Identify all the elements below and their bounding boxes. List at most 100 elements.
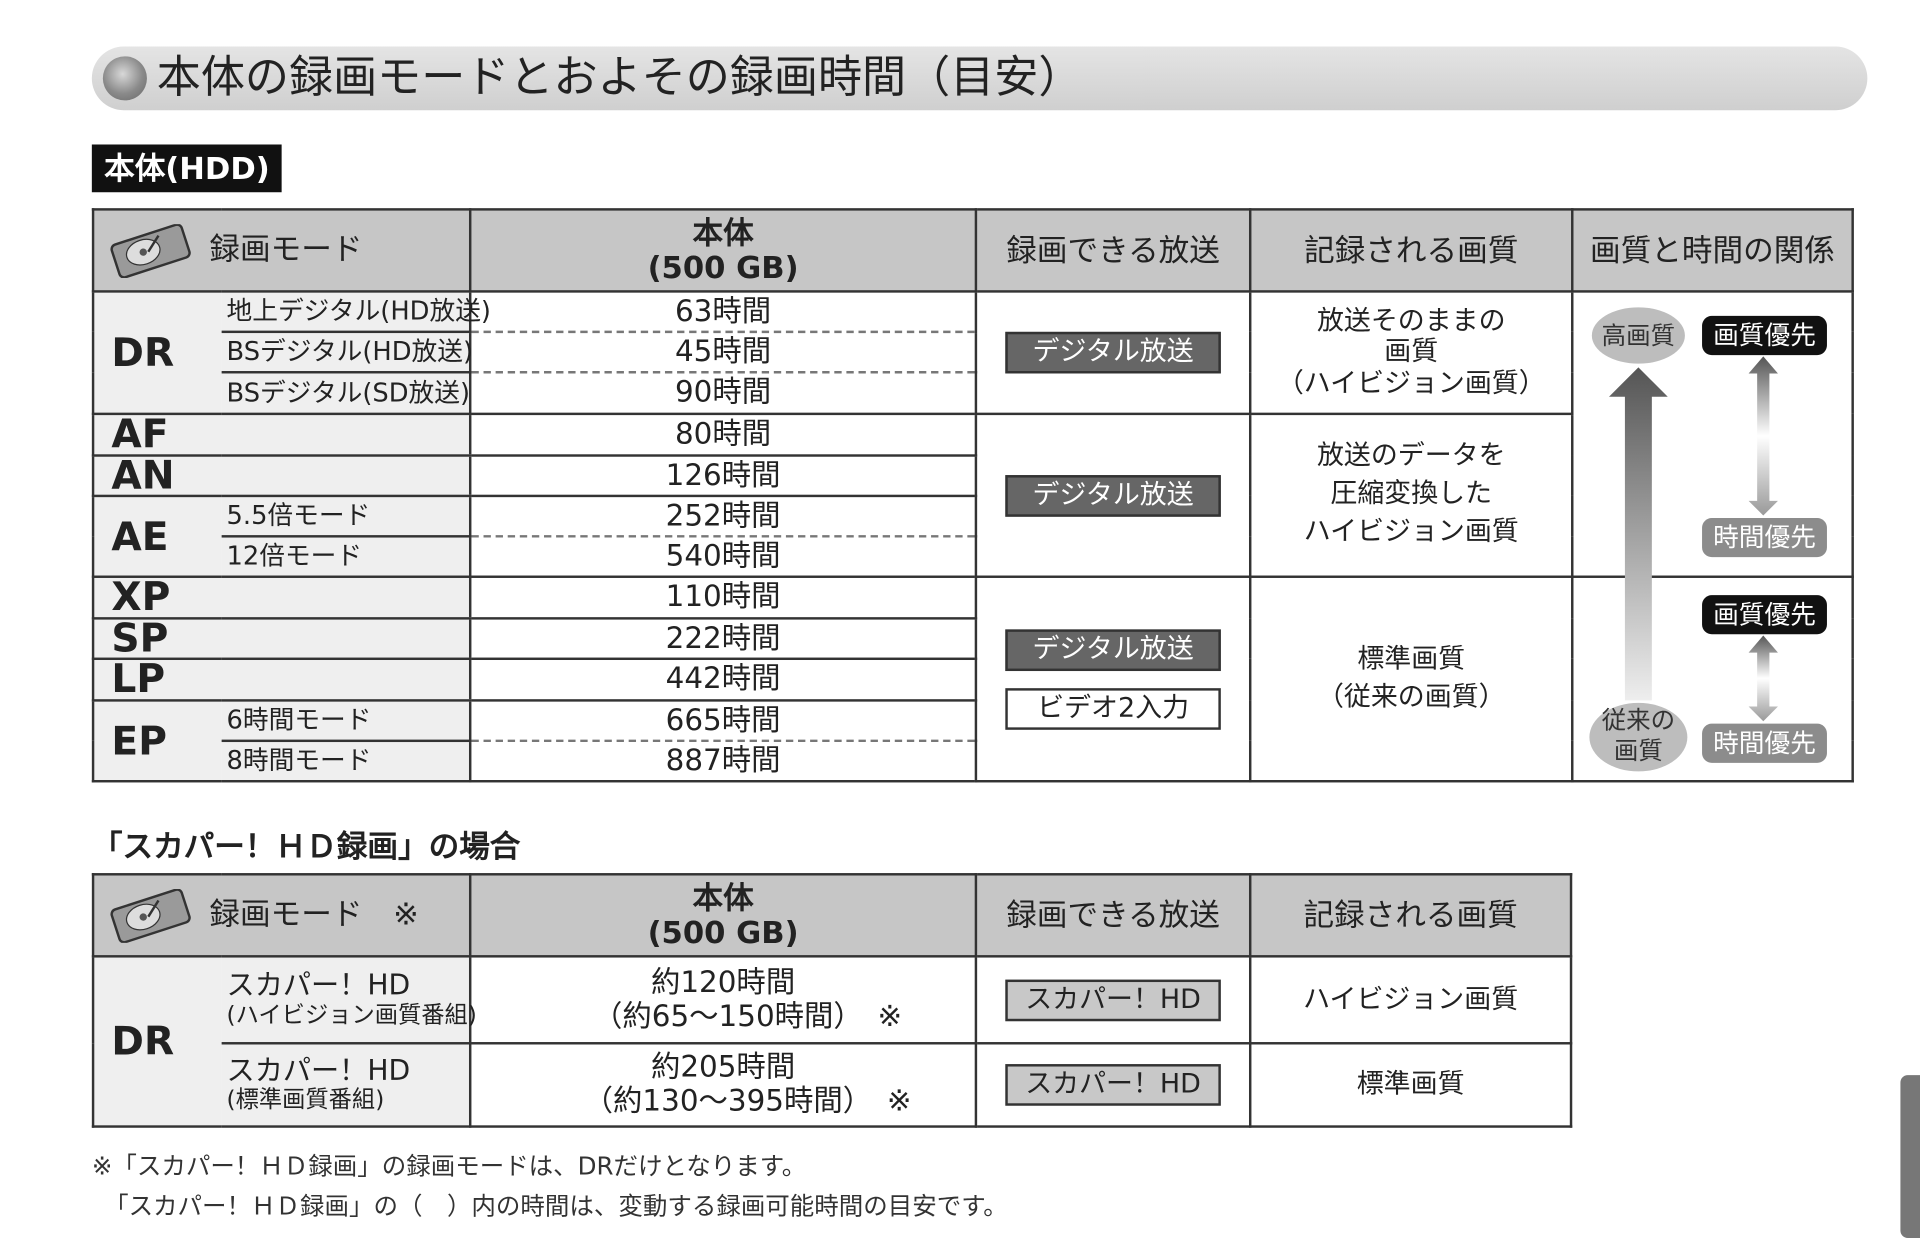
- double-arrow-icon: [1748, 356, 1778, 516]
- mode-an: AN: [91, 454, 471, 498]
- table-row: SP 222時間: [91, 617, 1853, 661]
- table-row: スカパー！HD (標準画質番組) 約205時間 （約130〜395時間） ※ スカパ…: [93, 1042, 1573, 1128]
- quality-priority-badge: 画質優先: [1702, 595, 1827, 635]
- page-title: 本体の録画モードとおよその録画時間（目安）: [156, 52, 1083, 103]
- footnote: ※「スカパー！ＨＤ録画」の録画モードは、DRだけとなります。: [91, 1151, 807, 1181]
- broadcast-cell: スカパー！HD: [974, 1042, 1252, 1128]
- broadcast-badge: スカパー！HD: [1005, 978, 1221, 1021]
- sub-mode-note: (標準画質番組): [226, 1086, 385, 1114]
- sub-mode-name: スカパー！HD: [226, 1055, 411, 1088]
- time-value: 887時間: [469, 739, 978, 783]
- sub-mode: 地上デジタル(HD放送): [221, 290, 491, 334]
- time-value: 442時間: [469, 657, 978, 702]
- broadcast-badge: スカパー！HD: [1005, 1064, 1221, 1106]
- time-value: 665時間: [469, 699, 978, 741]
- time-main: 約120時間: [650, 964, 796, 1000]
- header-capacity: 本体 (500 GB): [469, 208, 978, 293]
- quality-cell: ハイビジョン画質: [1249, 955, 1573, 1045]
- header-quality: 記録される画質: [1249, 873, 1573, 958]
- sub-mode: 12倍モード: [221, 535, 472, 578]
- conventional-quality-label: 従来の 画質: [1589, 702, 1688, 772]
- time-value: 約120時間 （約65〜150時間） ※: [469, 955, 978, 1045]
- quality-cell: 標準画質 （従来の画質）: [1249, 575, 1574, 783]
- sub-mode: 5.5倍モード: [221, 494, 472, 538]
- mode-lp: LP: [91, 657, 471, 702]
- skyperfect-table: 録画モード ※ 本体 (500 GB) 録画できる放送 記録される画質 DR ス…: [91, 873, 1573, 1128]
- sub-mode: スカパー！HD (標準画質番組): [221, 1042, 472, 1128]
- broadcast-cell: デジタル放送 ビデオ2入力: [974, 575, 1252, 783]
- time-value: 45時間: [469, 330, 978, 373]
- mode-ep: EP: [91, 699, 222, 783]
- broadcast-cell: スカパー！HD: [974, 955, 1252, 1045]
- header-broadcast: 録画できる放送: [974, 208, 1252, 293]
- quality-cell: 放送のデータを 圧縮変換した ハイビジョン画質: [1249, 412, 1574, 578]
- mode-sp: SP: [91, 617, 471, 661]
- header-mode: 録画モード: [91, 208, 472, 293]
- time-value: 90時間: [469, 371, 978, 416]
- header-broadcast: 録画できる放送: [974, 873, 1252, 958]
- time-value: 222時間: [469, 617, 978, 661]
- mode-ae: AE: [91, 494, 222, 578]
- broadcast-badge: デジタル放送: [1005, 474, 1221, 517]
- hdd-icon: [110, 887, 191, 943]
- sub-mode: BSデジタル(HD放送): [221, 330, 473, 374]
- table-row: 8時間モード 887時間: [93, 739, 1853, 783]
- double-arrow-icon: [1748, 635, 1778, 722]
- sub-mode-note: (ハイビジョン画質番組): [226, 1001, 477, 1029]
- broadcast-badge: ビデオ2入力: [1005, 687, 1221, 730]
- subheading: 「スカパー！ＨＤ録画」の場合: [91, 828, 521, 865]
- sub-mode-name: スカパー！HD: [226, 970, 411, 1003]
- table-row: BSデジタル(SD放送) 90時間: [93, 371, 1853, 416]
- table-header: 録画モード ※ 本体 (500 GB) 録画できる放送 記録される画質: [91, 873, 1573, 958]
- table-row: AN 126時間: [91, 454, 1853, 498]
- time-range: （約130〜395時間） ※: [583, 1083, 912, 1118]
- sub-mode: 6時間モード: [221, 699, 472, 743]
- time-value: 126時間: [469, 454, 978, 498]
- time-value: 110時間: [469, 575, 978, 620]
- table-row: EP 6時間モード 665時間: [91, 699, 1853, 783]
- table-row: DR スカパー！HD (ハイビジョン画質番組) 約120時間 （約65〜150時間）…: [91, 955, 1573, 1128]
- broadcast-cell: デジタル放送: [974, 290, 1252, 416]
- time-value: 約205時間 （約130〜395時間） ※: [469, 1042, 978, 1128]
- sub-mode: BSデジタル(SD放送): [221, 371, 472, 416]
- mode-dr: DR: [91, 290, 222, 416]
- high-quality-label: 高画質: [1591, 307, 1685, 364]
- header-mode-label: 録画モード: [209, 230, 363, 267]
- quality-cell: 放送そのままの 画質 （ハイビジョン画質）: [1249, 290, 1574, 416]
- sub-mode: スカパー！HD (ハイビジョン画質番組): [221, 955, 477, 1045]
- header-quality: 記録される画質: [1249, 208, 1574, 293]
- table-row: AE 5.5倍モード 252時間: [91, 494, 1853, 578]
- time-priority-badge: 時間優先: [1702, 723, 1827, 763]
- table-row: AF 80時間 デジタル放送 放送のデータを 圧縮変換した ハイビジョン画質: [91, 412, 1853, 578]
- time-main: 約205時間: [650, 1049, 796, 1085]
- mode-af: AF: [91, 412, 471, 457]
- footnote: 「スカパー！ＨＤ録画」の（ ）内の時間は、変動する録画可能時間の目安です。: [91, 1191, 1008, 1221]
- section-label: 本体(HDD): [91, 144, 282, 193]
- mode-xp: XP: [91, 575, 471, 620]
- quality-up-arrow-icon: [1608, 367, 1668, 701]
- header-mode: 録画モード ※: [91, 873, 472, 958]
- time-range: （約65〜150時間） ※: [593, 998, 903, 1033]
- time-value: 63時間: [469, 290, 978, 332]
- broadcast-badge: デジタル放送: [1005, 331, 1221, 374]
- time-value: 540時間: [469, 535, 978, 578]
- header-capacity: 本体 (500 GB): [469, 873, 978, 958]
- time-value: 252時間: [469, 494, 978, 537]
- broadcast-cell: デジタル放送: [974, 412, 1252, 578]
- table-row: LP 442時間: [91, 657, 1853, 702]
- table-row: BSデジタル(HD放送) 45時間: [93, 330, 1853, 374]
- mode-dr: DR: [91, 955, 222, 1128]
- table-row: 12倍モード 540時間: [93, 535, 1853, 578]
- hdd-icon: [110, 222, 191, 279]
- bullet-icon: [102, 56, 147, 101]
- title-bar: [91, 46, 1868, 111]
- time-priority-badge: 時間優先: [1702, 517, 1827, 558]
- table-header: 録画モード 本体 (500 GB) 録画できる放送 記録される画質 画質と時間の…: [91, 208, 1854, 293]
- header-mode-label: 録画モード ※: [209, 895, 419, 932]
- sub-mode: 8時間モード: [221, 739, 472, 783]
- scrollbar-thumb[interactable]: [1900, 1075, 1920, 1238]
- quality-cell: 標準画質: [1249, 1042, 1573, 1128]
- broadcast-badge: デジタル放送: [1005, 628, 1221, 671]
- relation-arrows: [1608, 356, 1778, 722]
